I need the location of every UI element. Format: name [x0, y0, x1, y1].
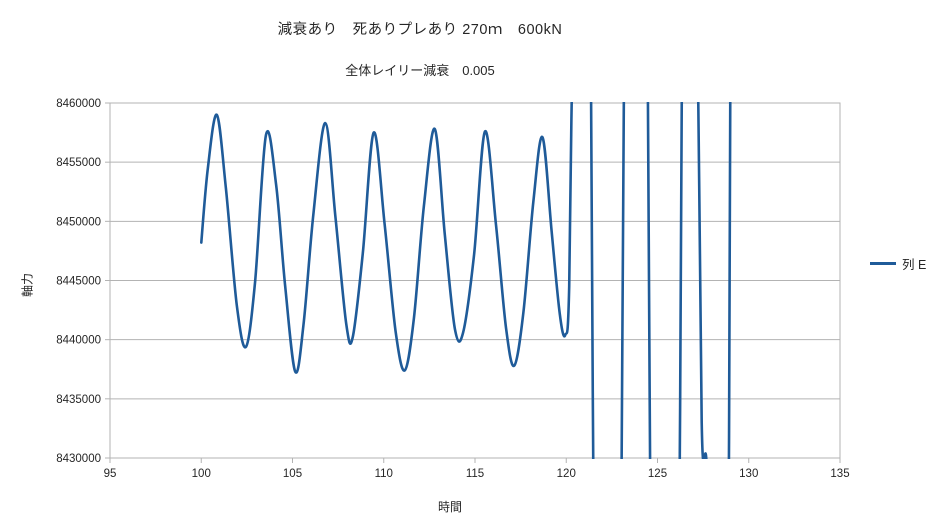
x-axis-title: 時間 — [437, 500, 463, 514]
series-line — [200, 102, 732, 459]
x-tick-label: 105 — [283, 468, 302, 480]
y-tick-label: 8440000 — [56, 335, 101, 347]
x-tick-label: 95 — [104, 468, 117, 480]
y-tick-label: 8445000 — [56, 276, 101, 288]
chart-subtitle: 全体レイリー減衰 0.005 — [345, 63, 495, 78]
y-tick-label: 8430000 — [56, 453, 101, 465]
y-tick-label: 8460000 — [56, 98, 101, 110]
y-tick-label: 8450000 — [56, 216, 101, 228]
x-tick-label: 100 — [192, 468, 211, 480]
y-axis-title: 軸力 — [20, 272, 35, 298]
y-tick-label: 8435000 — [56, 394, 101, 406]
x-tick-label: 110 — [375, 468, 393, 480]
chart-title: 減衰あり 死ありプレあり 270ｍ 600kN — [277, 22, 563, 38]
legend: 列 E — [870, 254, 926, 272]
legend-line-swatch-icon — [870, 261, 896, 265]
y-tick-label: 8455000 — [56, 157, 101, 169]
x-tick-label: 130 — [739, 468, 758, 480]
legend-entry-label: 列 E — [902, 257, 927, 272]
x-tick-label: 125 — [648, 468, 667, 480]
x-tick-label: 115 — [466, 468, 484, 480]
x-tick-label: 120 — [557, 468, 576, 480]
x-tick-label: 135 — [830, 468, 849, 480]
